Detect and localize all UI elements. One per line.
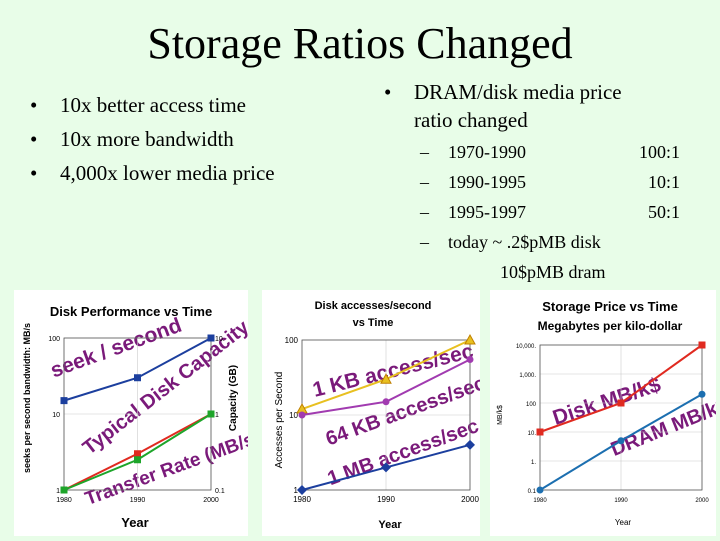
ratio-row: 10$pMB dram xyxy=(420,257,680,287)
y-axis-label: seeks per second bandwidth: MB/s xyxy=(22,323,32,473)
data-point xyxy=(382,398,390,406)
y-tick-label: 100 xyxy=(526,402,537,408)
chart-title-line2: vs Time xyxy=(353,317,394,329)
chart-title-line1: Disk accesses/second xyxy=(315,300,432,312)
y-tick-label: 1. xyxy=(531,460,536,466)
data-point xyxy=(207,334,215,342)
annotation-disk: Disk MB/k$ xyxy=(550,373,664,430)
data-point xyxy=(381,462,391,473)
data-point xyxy=(380,373,392,384)
data-point xyxy=(60,397,68,405)
y-axis-label: MB/k$ xyxy=(497,405,504,425)
disk-accesses-chart: Disk accesses/second vs Time Year Access… xyxy=(262,290,488,536)
data-point xyxy=(617,437,625,445)
ratio-row: –1990-1995 10:1 xyxy=(420,167,680,197)
data-point xyxy=(536,486,544,494)
data-point xyxy=(464,333,476,345)
ratio-value: 100:1 xyxy=(638,142,680,162)
y-tick-label: 1 xyxy=(294,486,299,495)
bullet-item: • 4,000x lower media price xyxy=(30,156,275,190)
right-bullet: • DRAM/disk media price ratio changed xyxy=(384,80,622,132)
x-tick-label: 1990 xyxy=(377,495,395,504)
y-tick-label: 10. xyxy=(528,431,537,437)
data-point xyxy=(536,428,544,436)
slide-title: Storage Ratios Changed xyxy=(147,19,573,68)
bullet-item: • 10x more bandwidth xyxy=(30,122,275,156)
x-axis-label: Year xyxy=(615,518,632,527)
x-tick-label: 2000 xyxy=(461,495,479,504)
annotation-seek: seek / second xyxy=(47,314,184,383)
data-point xyxy=(466,355,474,363)
ratio-value: 50:1 xyxy=(647,202,680,222)
ratio-period: 1990-1995 xyxy=(448,172,526,192)
chart-title: Disk Performance vs Time xyxy=(50,304,212,319)
plot-frame xyxy=(539,344,703,491)
data-point xyxy=(60,486,68,494)
y-tick-label: 10 xyxy=(52,412,60,419)
data-point xyxy=(298,411,306,419)
data-point xyxy=(465,439,475,450)
ratio-period: 1970-1990 xyxy=(448,142,526,162)
x-tick-label: 1980 xyxy=(533,498,547,504)
y2-tick-label: 1 xyxy=(215,412,219,419)
bullet-text: DRAM/disk media price xyxy=(414,80,622,104)
today-text: 10$pMB dram xyxy=(500,262,606,282)
storage-price-svg: Storage Price vs Time Megabytes per kilo… xyxy=(497,299,720,527)
y2-tick-label: 0.1 xyxy=(215,488,225,495)
chart-subtitle: Megabytes per kilo-dollar xyxy=(538,319,683,333)
bullet-text: ratio changed xyxy=(414,108,528,132)
storage-price-chart: Storage Price vs Time Megabytes per kilo… xyxy=(490,290,720,536)
ratio-row: – today ~ .2$pMB disk xyxy=(420,227,680,257)
data-point xyxy=(617,399,625,407)
chart-title: Storage Price vs Time xyxy=(542,299,678,314)
x-tick-label: 1980 xyxy=(293,495,311,504)
y-tick-label: 0.1 xyxy=(528,489,537,495)
ratio-period: 1995-1997 xyxy=(448,202,526,222)
y-tick-label: 100 xyxy=(285,336,299,345)
x-tick-label: 2000 xyxy=(203,497,219,504)
data-point xyxy=(134,450,141,458)
y-axis-label: Accesses per Second xyxy=(274,372,285,469)
data-point xyxy=(134,456,141,464)
y-tick-label: 100 xyxy=(48,336,60,343)
bullet-item: • 10x better access time xyxy=(30,88,275,122)
x-axis-label: Year xyxy=(121,515,148,530)
x-tick-label: 1990 xyxy=(130,497,146,504)
left-bullet-list: • 10x better access time • 10x more bandwi… xyxy=(30,88,275,190)
data-point xyxy=(698,390,706,398)
price-ratio-list: –1970-1990 100:1 –1990-1995 10:1 –1995-199… xyxy=(420,137,680,287)
disk-performance-svg: Disk Performance vs Time Year seeks per … xyxy=(22,304,263,530)
y2-tick-label: 10. xyxy=(215,336,225,343)
bullet-text: 10x better access time xyxy=(60,93,247,117)
data-point xyxy=(297,485,307,495)
y-tick-label: 1 xyxy=(56,488,60,495)
x-tick-label: 1980 xyxy=(56,497,72,504)
x-tick-label: 2000 xyxy=(695,498,709,504)
ratio-row: –1995-1997 50:1 xyxy=(420,197,680,227)
bullet-text: 4,000x lower media price xyxy=(60,161,275,185)
disk-performance-chart: Disk Performance vs Time Year seeks per … xyxy=(14,290,263,536)
y2-axis-label: Capacity (GB) xyxy=(228,365,239,431)
today-text: today ~ .2$pMB disk xyxy=(448,232,601,252)
disk-accesses-svg: Disk accesses/second vs Time Year Access… xyxy=(274,300,488,531)
data-point xyxy=(207,410,215,418)
y-tick-label: 10 xyxy=(289,411,298,420)
ratio-value: 10:1 xyxy=(647,172,680,192)
ratio-row: –1970-1990 100:1 xyxy=(420,137,680,167)
x-tick-label: 1990 xyxy=(614,498,628,504)
y-tick-label: 1,000. xyxy=(519,373,536,379)
data-point xyxy=(698,341,706,349)
data-point xyxy=(134,374,141,382)
y-tick-label: 10,000. xyxy=(516,344,536,350)
x-axis-label: Year xyxy=(378,519,402,531)
bullet-text: 10x more bandwidth xyxy=(60,127,234,151)
